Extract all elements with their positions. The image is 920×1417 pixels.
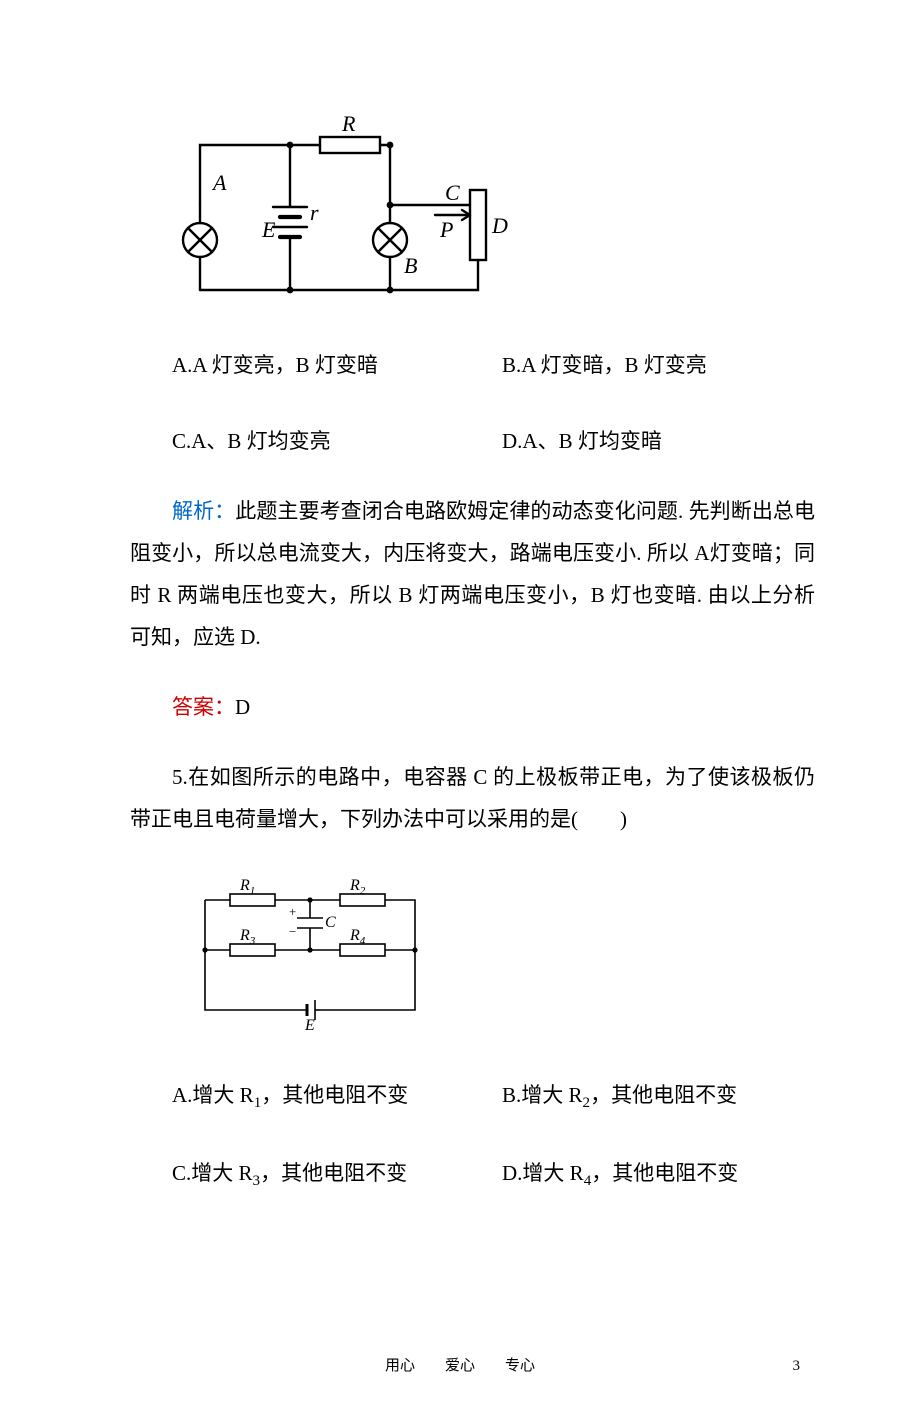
q5-stem-text: 5.在如图所示的电路中，电容器 C 的上极板带正电，为了使该极板仍带正电且电荷量… [130,756,815,840]
page: A R E r B C P D A.A 灯变亮，B 灯变暗 B.A 灯变暗，B … [0,115,920,1417]
q4-option-D: D.A、B 灯均变暗 [460,420,662,462]
figure-q5: R1 R2 R3 R4 C E + − [185,870,920,1040]
label-r: r [310,200,319,225]
circuit-diagram-1: A R E r B C P D [170,115,530,310]
q4-answer: 答案：D [130,686,815,728]
footer-text: 用心 爱心 专心 [0,1354,920,1375]
label-B: B [404,253,417,278]
analysis-label: 解析： [172,499,235,523]
q5-option-C: C.增大 R3，其他电阻不变 [130,1152,460,1196]
q4-option-C: C.A、B 灯均变亮 [130,420,460,462]
q4-analysis: 解析：此题主要考查闭合电路欧姆定律的动态变化问题. 先判断出总电阻变小，所以总电… [130,490,815,658]
page-number: 3 [793,1358,801,1375]
label-E: E [261,217,276,242]
circuit-diagram-2: R1 R2 R3 R4 C E + − [185,870,435,1040]
figure-q4: A R E r B C P D [170,115,920,310]
q5-option-D: D.增大 R4，其他电阻不变 [460,1152,738,1196]
label-minus: − [289,924,296,939]
label-C: C [445,180,460,205]
label-D: D [491,213,508,238]
q5-options: A.增大 R1，其他电阻不变 B.增大 R2，其他电阻不变 C.增大 R3，其他… [130,1074,815,1197]
q4-option-B: B.A 灯变暗，B 灯变亮 [460,344,707,386]
q5-stem: 5.在如图所示的电路中，电容器 C 的上极板带正电，为了使该极板仍带正电且电荷量… [130,756,815,840]
label-A: A [211,170,227,195]
answer-label: 答案： [172,695,235,719]
label-P: P [439,217,453,242]
answer-value: D [235,695,250,719]
label-plus: + [289,904,296,919]
q5-option-A: A.增大 R1，其他电阻不变 [130,1074,460,1118]
q4-options: A.A 灯变亮，B 灯变暗 B.A 灯变暗，B 灯变亮 C.A、B 灯均变亮 D… [130,344,815,462]
q5-option-B: B.增大 R2，其他电阻不变 [460,1074,737,1118]
label-Esrc: E [304,1017,315,1034]
label-R: R [341,115,356,136]
label-Ccap: C [325,914,336,931]
q4-option-A: A.A 灯变亮，B 灯变暗 [130,344,460,386]
